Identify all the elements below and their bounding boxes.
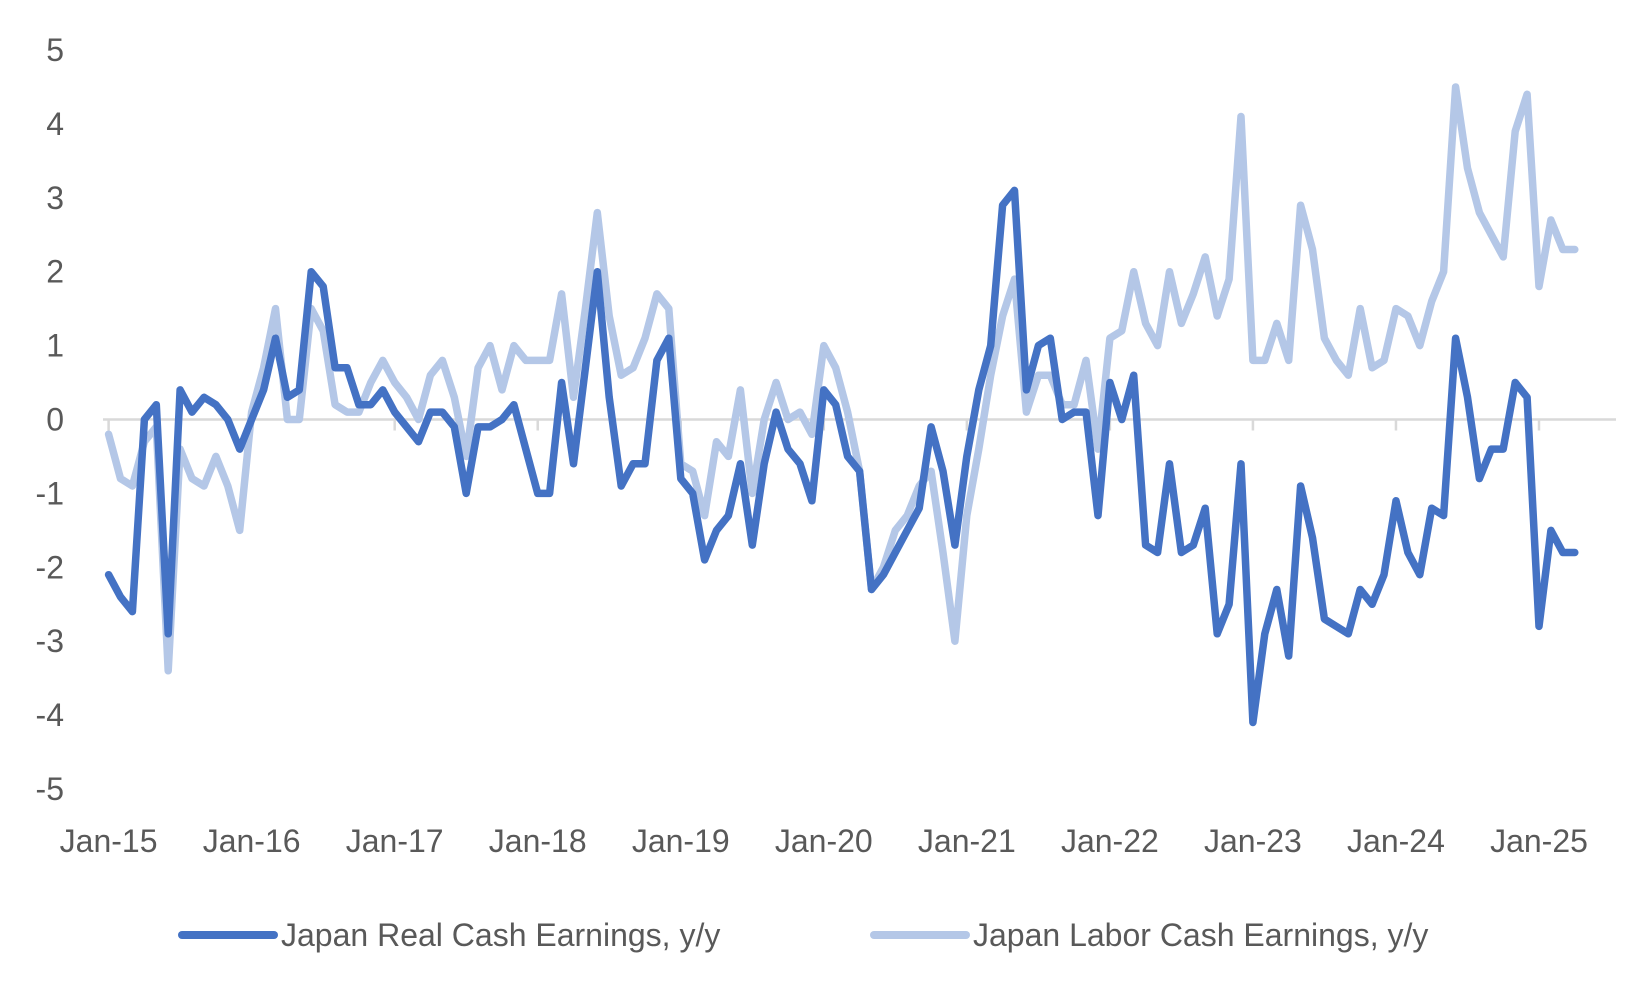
legend-label-real: Japan Real Cash Earnings, y/y xyxy=(281,917,720,953)
y-tick-label: 4 xyxy=(46,106,64,142)
y-tick-label: -3 xyxy=(36,623,64,659)
y-tick-label: 0 xyxy=(46,402,64,438)
x-tick-label: Jan-15 xyxy=(60,823,158,859)
x-tick-label: Jan-21 xyxy=(918,823,1016,859)
y-tick-label: -1 xyxy=(36,475,64,511)
y-tick-label: -4 xyxy=(36,697,64,733)
y-tick-label: -5 xyxy=(36,771,64,807)
x-tick-label: Jan-17 xyxy=(346,823,444,859)
series-line-labor-cash-earnings xyxy=(104,83,1579,675)
x-tick-label: Jan-16 xyxy=(203,823,301,859)
plot-area xyxy=(104,83,1579,727)
x-tick-label: Jan-19 xyxy=(632,823,730,859)
series-line-real-cash-earnings xyxy=(104,186,1579,727)
y-tick-label: 1 xyxy=(46,328,64,364)
y-tick-label: -2 xyxy=(36,549,64,585)
x-tick-label: Jan-24 xyxy=(1347,823,1445,859)
y-axis: 5 4 3 2 1 0 -1 -2 -3 -4 -5 xyxy=(36,32,64,807)
y-tick-label: 5 xyxy=(46,32,64,68)
legend-label-labor: Japan Labor Cash Earnings, y/y xyxy=(973,917,1428,953)
y-tick-label: 2 xyxy=(46,254,64,290)
x-tick-label: Jan-20 xyxy=(775,823,873,859)
x-tick-label: Jan-25 xyxy=(1490,823,1588,859)
x-tick-label: Jan-23 xyxy=(1204,823,1302,859)
y-tick-label: 3 xyxy=(46,180,64,216)
x-axis: Jan-15 Jan-16 Jan-17 Jan-18 Jan-19 Jan-20 Jan-… xyxy=(60,418,1616,859)
legend: Japan Real Cash Earnings, y/y Japan Labo… xyxy=(178,917,1428,953)
x-tick-label: Jan-18 xyxy=(489,823,587,859)
x-tick-label: Jan-22 xyxy=(1061,823,1159,859)
